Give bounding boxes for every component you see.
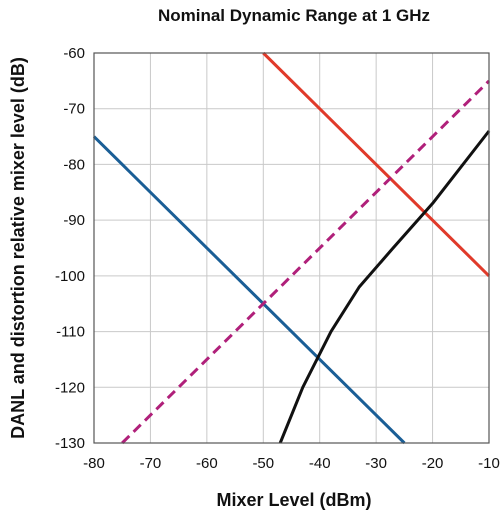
series-line-magenta-dashed xyxy=(121,79,491,445)
x-tick-label: -70 xyxy=(140,455,162,472)
y-tick-labels: -60 -70 -80 -90 -100 -110 -120 -130 xyxy=(55,45,85,452)
x-tick-label: -10 xyxy=(478,455,500,472)
y-tick-label: -120 xyxy=(55,379,85,396)
y-tick-label: -130 xyxy=(55,435,85,452)
y-tick-label: -80 xyxy=(63,156,85,173)
x-tick-label: -20 xyxy=(422,455,444,472)
x-tick-label: -50 xyxy=(252,455,274,472)
y-tick-label: -100 xyxy=(55,268,85,285)
x-tick-label: -80 xyxy=(83,455,105,472)
series-group xyxy=(92,51,491,445)
chart-title: Nominal Dynamic Range at 1 GHz xyxy=(158,6,430,25)
y-tick-label: -60 xyxy=(63,45,85,62)
series-line-black xyxy=(278,130,491,444)
series-line-red xyxy=(262,51,491,277)
x-tick-label: -60 xyxy=(196,455,218,472)
x-axis-label: Mixer Level (dBm) xyxy=(216,490,371,510)
y-tick-label: -90 xyxy=(63,212,85,229)
series-line-blue xyxy=(92,135,406,445)
x-tick-label: -30 xyxy=(365,455,387,472)
x-tick-labels: -80 -70 -60 -50 -40 -30 -20 -10 xyxy=(83,455,500,472)
y-tick-label: -70 xyxy=(63,101,85,118)
y-tick-label: -110 xyxy=(56,324,85,341)
grid xyxy=(93,52,490,444)
y-axis-label: DANL and distortion relative mixer level… xyxy=(8,57,28,439)
x-tick-label: -40 xyxy=(309,455,331,472)
plot-frame xyxy=(93,52,490,444)
